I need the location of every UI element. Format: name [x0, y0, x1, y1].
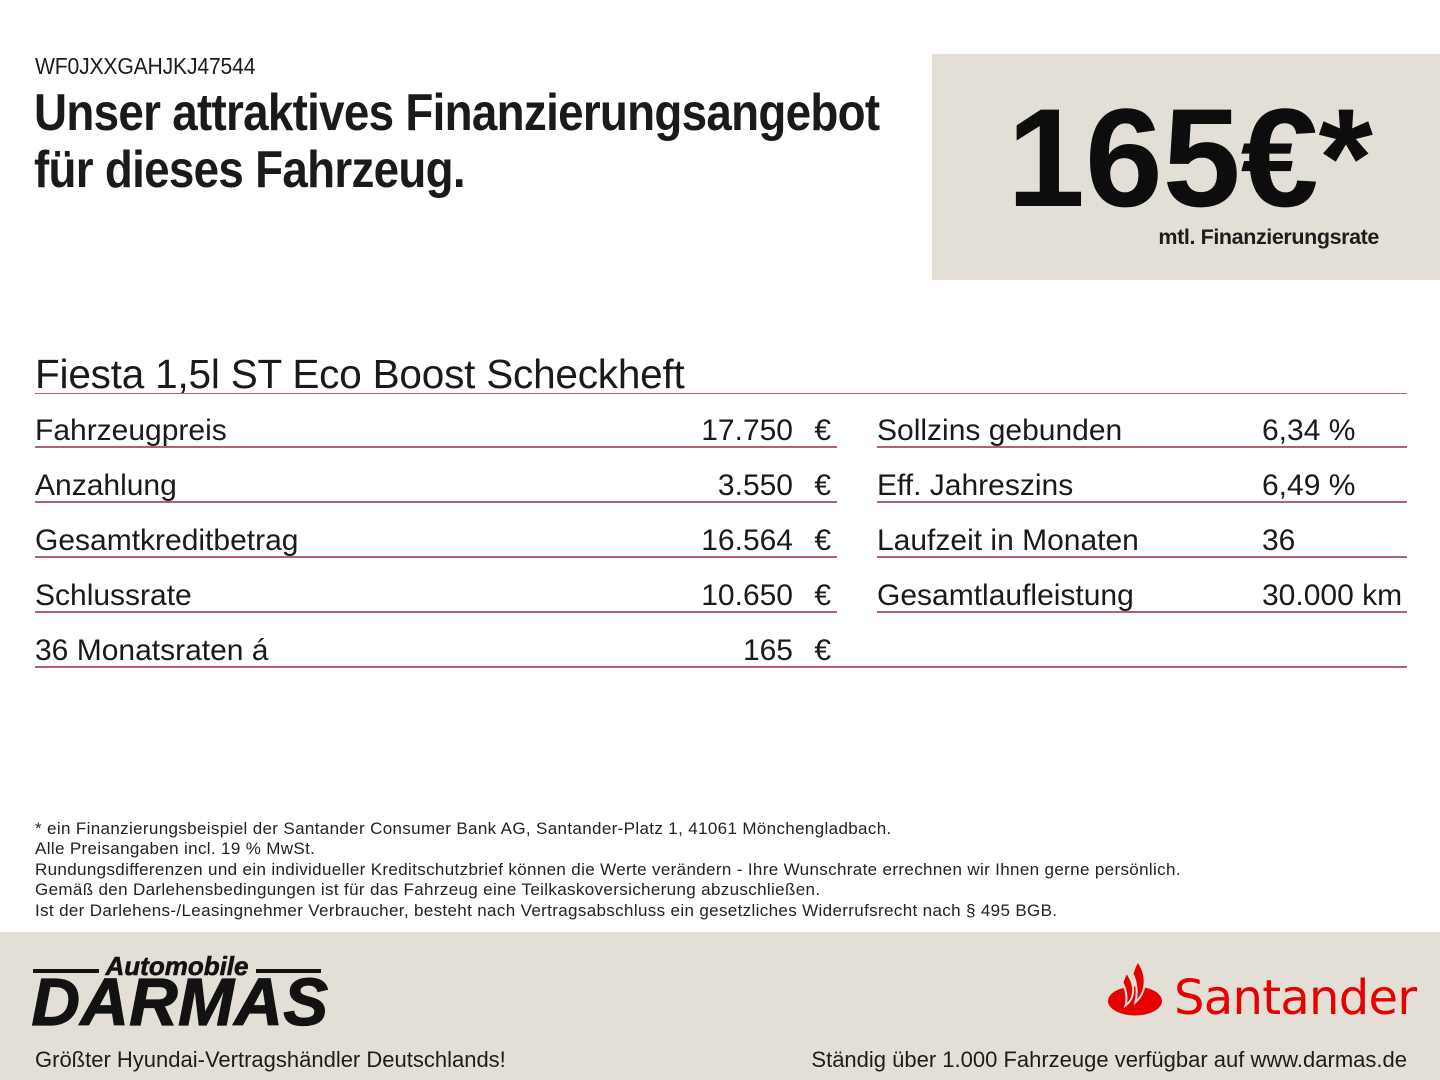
- row-underline-right: [877, 501, 1407, 503]
- row-value: 6,49 %: [1262, 469, 1356, 502]
- row-value: 36: [1262, 524, 1296, 557]
- row-currency: €: [814, 634, 831, 667]
- row-underline-right: [877, 446, 1407, 448]
- row-underline-right: [877, 556, 1407, 558]
- table-row-fahrzeugpreis: Fahrzeugpreis 17.750 € Sollzins gebunden…: [35, 402, 1407, 457]
- darmas-rule-right: [255, 969, 321, 973]
- row-underline-left: [35, 611, 837, 613]
- row-label: Schlussrate: [35, 579, 192, 612]
- row-cell-left: Gesamtkreditbetrag 16.564 €: [35, 512, 872, 567]
- row-value: 165: [742, 634, 793, 667]
- fineprint-line: * ein Finanzierungsbeispiel der Santande…: [35, 819, 892, 838]
- row-underline-full: [35, 666, 1407, 668]
- fineprint: * ein Finanzierungsbeispiel der Santande…: [35, 819, 1285, 921]
- row-currency: €: [814, 524, 831, 557]
- row-cell-right: [877, 622, 1407, 677]
- santander-wordmark: Santander: [1174, 970, 1417, 1026]
- row-label: Gesamtlaufleistung: [877, 579, 1134, 612]
- monthly-rate-label: mtl. Finanzierungsrate: [1158, 225, 1379, 249]
- row-value: 10.650: [701, 579, 793, 612]
- monthly-rate-panel: 165€* mtl. Finanzierungsrate: [932, 54, 1440, 280]
- fineprint-line: Ist der Darlehens-/Leasingnehmer Verbrau…: [35, 900, 1058, 920]
- row-currency: €: [814, 414, 831, 447]
- santander-flame-icon: [1108, 960, 1162, 1016]
- row-cell-left: 36 Monatsraten á 165 €: [35, 622, 872, 677]
- footer-band: Automobile DARMAS Größter Hyundai-Vertra…: [0, 932, 1440, 1080]
- row-label: Fahrzeugpreis: [35, 414, 227, 447]
- row-currency: €: [814, 579, 831, 612]
- row-label: Sollzins gebunden: [877, 414, 1123, 447]
- row-cell-right: Gesamtlaufleistung 30.000 km: [877, 567, 1407, 622]
- fineprint-line: Gemäß den Darlehensbedingungen ist für d…: [35, 880, 821, 900]
- vehicle-vin: WF0JXXGAHJKJ47544: [35, 53, 256, 79]
- row-currency: €: [814, 469, 831, 502]
- row-underline-left: [35, 446, 837, 448]
- row-cell-left: Schlussrate 10.650 €: [35, 567, 872, 622]
- row-label: Gesamtkreditbetrag: [35, 524, 299, 557]
- row-label: 36 Monatsraten á: [35, 634, 269, 667]
- table-row-monatsraten: 36 Monatsraten á 165 €: [35, 622, 1407, 677]
- row-underline-left: [35, 556, 837, 558]
- row-label: Anzahlung: [35, 469, 177, 502]
- finance-table: Fahrzeugpreis 17.750 € Sollzins gebunden…: [35, 402, 1407, 677]
- row-cell-right: Eff. Jahreszins 6,49 %: [877, 457, 1407, 512]
- darmas-rule-left: [33, 969, 99, 973]
- dealer-claim: Größter Hyundai-Vertragshändler Deutschl…: [35, 1047, 506, 1072]
- row-value: 17.750: [701, 414, 793, 447]
- row-cell-right: Laufzeit in Monaten 36: [877, 512, 1407, 567]
- monthly-rate-value: 165€*: [1007, 79, 1373, 236]
- row-cell-right: Sollzins gebunden 6,34 %: [877, 402, 1407, 457]
- row-underline-left: [35, 501, 837, 503]
- row-label: Eff. Jahreszins: [877, 469, 1074, 502]
- row-cell-left: Anzahlung 3.550 €: [35, 457, 872, 512]
- row-value: 30.000 km: [1262, 579, 1403, 612]
- fineprint-line: Alle Preisangaben incl. 19 % MwSt.: [35, 839, 316, 859]
- darmas-automobile-label: Automobile: [105, 951, 249, 982]
- row-value: 6,34 %: [1262, 414, 1356, 447]
- vehicle-title-underline: [35, 392, 1407, 395]
- stock-claim: Ständig über 1.000 Fahrzeuge verfügbar a…: [811, 1047, 1407, 1072]
- row-cell-left: Fahrzeugpreis 17.750 €: [35, 402, 872, 457]
- row-value: 16.564: [701, 524, 793, 557]
- table-row-schlussrate: Schlussrate 10.650 € Gesamtlaufleistung …: [35, 567, 1407, 622]
- fineprint-line: Rundungsdifferenzen und ein individuelle…: [35, 859, 1181, 879]
- vehicle-title: Fiesta 1,5l ST Eco Boost Scheckheft: [35, 351, 685, 397]
- table-row-anzahlung: Anzahlung 3.550 € Eff. Jahreszins 6,49 %: [35, 457, 1407, 512]
- page-title-line2: für dieses Fahrzeug.: [34, 141, 466, 199]
- row-value: 3.550: [717, 469, 793, 502]
- row-underline-right: [877, 611, 1407, 613]
- page-title: Unser attraktives Finanzierungsangebot fü…: [34, 84, 880, 199]
- table-row-gesamtkreditbetrag: Gesamtkreditbetrag 16.564 € Laufzeit in …: [35, 512, 1407, 567]
- row-label: Laufzeit in Monaten: [877, 524, 1139, 557]
- darmas-wordmark: DARMAS: [31, 965, 329, 1040]
- page-title-line1: Unser attraktives Finanzierungsangebot: [34, 84, 880, 142]
